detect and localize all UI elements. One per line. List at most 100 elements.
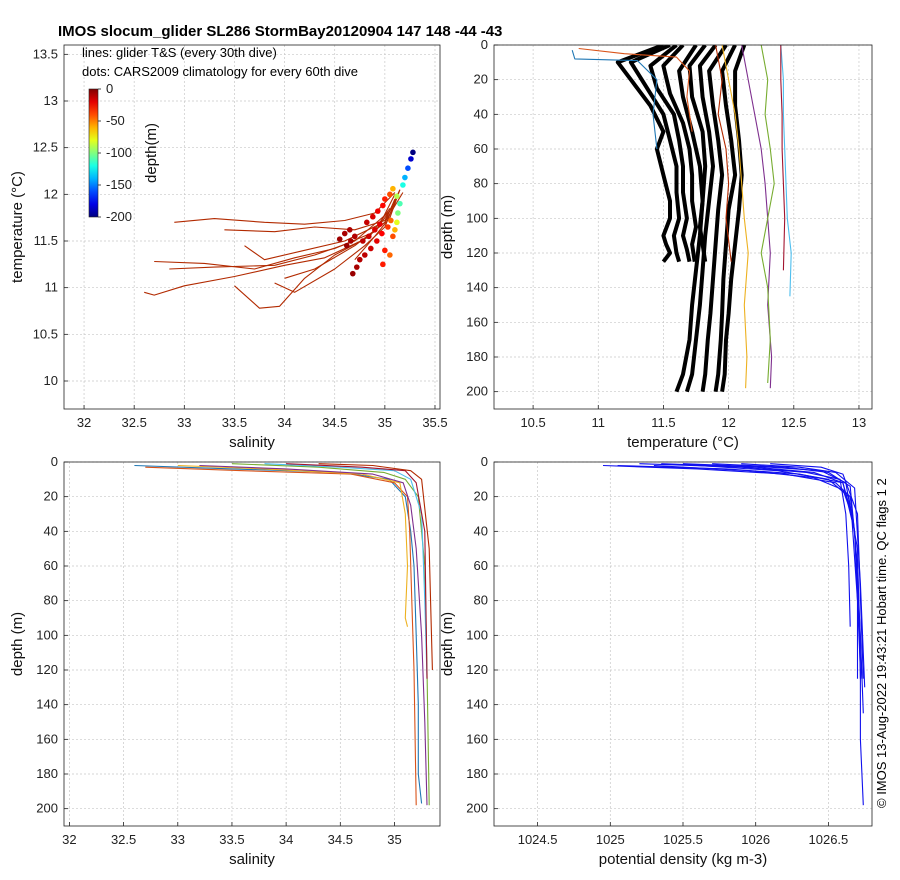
y-tick-label: 100	[466, 627, 488, 642]
thick-profile-line	[674, 45, 708, 393]
profile-line	[780, 45, 792, 297]
y-tick-label: 160	[466, 731, 488, 746]
x-tick-label: 13	[852, 415, 866, 430]
climatology-dot	[397, 200, 403, 207]
profile-line	[712, 463, 863, 679]
y-tick-label: 12	[44, 186, 58, 201]
profile-line	[760, 45, 775, 384]
y-axis-label: temperature (°C)	[9, 171, 26, 283]
y-tick-label: 12.5	[33, 140, 58, 155]
climatology-dot	[353, 264, 360, 270]
y-tick-label: 120	[466, 662, 488, 677]
thick-profile-line	[648, 45, 692, 263]
y-tick-label: 60	[474, 558, 488, 573]
axes-frame	[493, 44, 873, 410]
climatology-dot	[379, 230, 385, 237]
profile-line	[174, 192, 396, 225]
y-tick-label: 160	[36, 731, 58, 746]
colorbar-label: depth(m)	[143, 123, 160, 183]
climatology-dot	[349, 270, 356, 277]
climatology-dot	[377, 221, 383, 227]
y-tick-label: 100	[36, 627, 58, 642]
y-tick-label: 10	[44, 373, 58, 388]
climatology-dot	[402, 174, 408, 181]
y-tick-label: 200	[36, 801, 58, 816]
profile-line	[177, 464, 409, 627]
climatology-dot	[370, 213, 376, 220]
salinity-panel: 32 32.5 33 33.5 34 34.5 35 0 20 40 60 80 100 120 140 16…	[9, 454, 441, 868]
climatology-dot	[388, 217, 394, 224]
y-axis-label: depth (m)	[439, 612, 456, 676]
climatology-dot	[394, 193, 400, 199]
thick-profile-line	[628, 45, 682, 263]
y-tick-label: 20	[474, 489, 488, 504]
colorbar-tick-label: -200	[106, 209, 132, 224]
thick-profile-line	[661, 45, 698, 262]
x-tick-label: 1024.5	[518, 832, 558, 847]
y-tick-label: 180	[466, 349, 488, 364]
y-tick-label: 60	[474, 141, 488, 156]
colorbar-tick-label: -100	[106, 145, 132, 160]
x-tick-label: 32.5	[122, 415, 147, 430]
climatology-dot	[336, 236, 343, 242]
climatology-dot	[368, 245, 374, 252]
y-tick-label: 40	[474, 523, 488, 538]
climatology-dot	[390, 233, 396, 240]
thick-profile-line	[720, 45, 747, 392]
profile-line	[682, 463, 861, 679]
x-tick-label: 34.5	[328, 832, 353, 847]
y-tick-label: 100	[466, 210, 488, 225]
climatology-dot	[351, 233, 358, 240]
climatology-dot	[392, 227, 398, 233]
colorbar-tick-label: -50	[106, 113, 125, 128]
profile-line	[354, 189, 401, 261]
y-tick-label: 11.5	[34, 233, 58, 248]
y-tick-label: 80	[44, 593, 58, 608]
profile-line	[639, 463, 851, 627]
profile-line	[571, 50, 658, 150]
profile-line	[661, 463, 864, 714]
annotation-lines: lines: glider T&S (every 30th dive)	[82, 45, 277, 60]
profile-line	[284, 192, 404, 279]
y-tick-label: 80	[474, 176, 488, 191]
climatology-dot	[366, 233, 372, 240]
profile-line	[697, 464, 856, 532]
x-axis-label: potential density (kg m-3)	[599, 851, 767, 868]
x-tick-label: 35.5	[422, 415, 447, 430]
x-tick-label: 33	[177, 415, 191, 430]
x-tick-label: 12.5	[781, 415, 806, 430]
y-tick-label: 11	[45, 280, 59, 295]
y-tick-label: 10.5	[33, 326, 58, 341]
climatology-dot	[408, 156, 414, 162]
y-tick-label: 180	[36, 766, 58, 781]
x-tick-label: 32	[62, 832, 76, 847]
colorbar-tick-label: -150	[106, 177, 132, 192]
profile-line	[145, 466, 417, 806]
profile-line	[780, 45, 786, 271]
y-tick-label: 60	[44, 558, 58, 573]
x-tick-label: 34	[279, 832, 293, 847]
profile-line	[169, 210, 391, 270]
x-tick-label: 32	[77, 415, 91, 430]
climatology-dot	[375, 208, 381, 214]
y-tick-label: 20	[474, 72, 488, 87]
climatology-dot	[372, 227, 378, 233]
axes-frame	[63, 44, 441, 410]
climatology-dot	[359, 238, 366, 244]
climatology-dot	[387, 191, 393, 198]
y-tick-label: 80	[474, 593, 488, 608]
x-axis-label: temperature (°C)	[627, 434, 739, 451]
profile-line	[264, 463, 428, 679]
x-tick-label: 10.5	[520, 415, 545, 430]
climatology-dot	[380, 261, 386, 268]
x-tick-label: 34.5	[322, 415, 347, 430]
climatology-dot	[382, 196, 388, 202]
profile-line	[144, 198, 396, 296]
x-tick-label: 1026.5	[809, 832, 849, 847]
climatology-dot	[387, 252, 393, 258]
climatology-dot	[347, 238, 354, 244]
density-panel: 1024.5 1025 1025.5 1026 1026.5 0 20 40 60 80 100 12…	[439, 454, 873, 868]
y-tick-label: 140	[466, 697, 488, 712]
x-tick-label: 35	[387, 832, 401, 847]
